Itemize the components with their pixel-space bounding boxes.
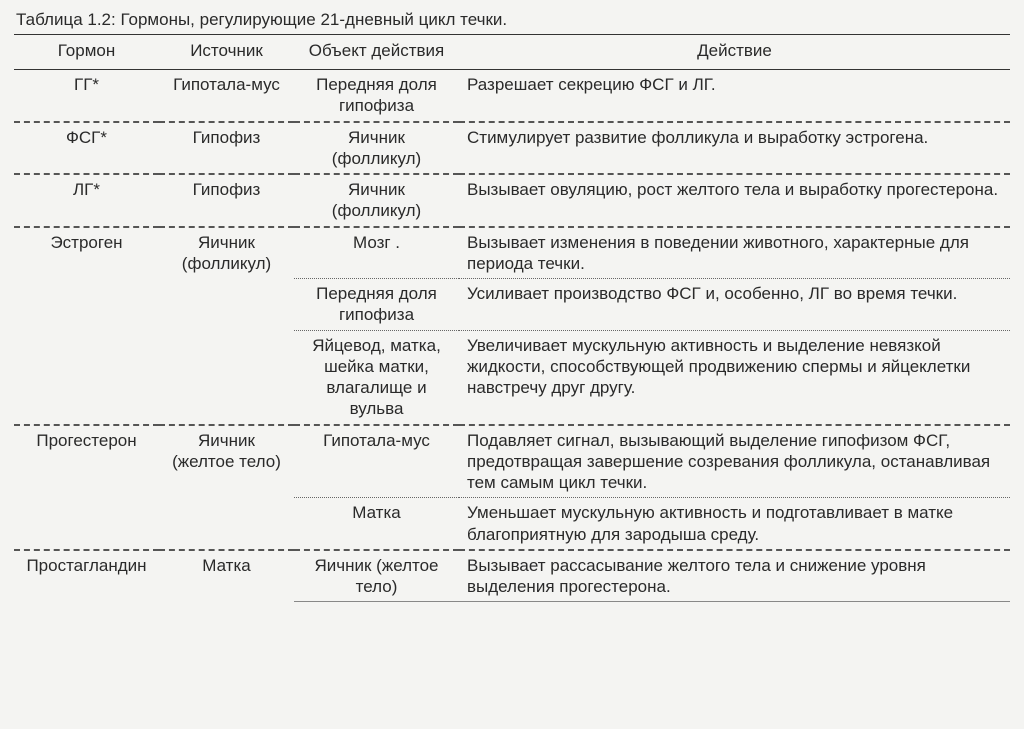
col-action: Действие [459, 35, 1010, 70]
cell-target: Яйцевод, матка, шейка матки, влагалище и… [294, 330, 459, 424]
cell-hormone: ЛГ* [14, 174, 159, 226]
cell-source: Гипотала-мус [159, 70, 294, 121]
cell-target: Яичник (фолликул) [294, 174, 459, 226]
table-row: ЛГ* Гипофиз Яичник (фолликул) Вызывает о… [14, 174, 1010, 226]
table-row: ГГ* Гипотала-мус Передняя доля гипофиза … [14, 70, 1010, 121]
cell-source: Яичник (фолликул) [159, 227, 294, 424]
cell-action: Разрешает секрецию ФСГ и ЛГ. [459, 70, 1010, 121]
col-source: Источник [159, 35, 294, 70]
table-row: Прогестерон Яичник (желтое тело) Гипотал… [14, 425, 1010, 498]
header-row: Гормон Источник Объект действия Действие [14, 35, 1010, 70]
cell-hormone: Прогестерон [14, 425, 159, 549]
cell-target: Передняя доля гипофиза [294, 279, 459, 330]
table-row: Простагландин Матка Яичник (желтое тело)… [14, 550, 1010, 602]
table-row: Эстроген Яичник (фолликул) Мозг . Вызыва… [14, 227, 1010, 279]
cell-action: Вызывает овуляцию, рост желтого тела и в… [459, 174, 1010, 226]
hormone-table: Гормон Источник Объект действия Действие… [14, 35, 1010, 602]
cell-action: Вызывает изменения в поведении животного… [459, 227, 1010, 279]
cell-target: Яичник (фолликул) [294, 122, 459, 174]
cell-hormone: ГГ* [14, 70, 159, 121]
cell-action: Подавляет сигнал, вызывающий выделение г… [459, 425, 1010, 498]
cell-target: Мозг . [294, 227, 459, 279]
cell-action: Вызывает рассасывание желтого тела и сни… [459, 550, 1010, 602]
table-caption: Таблица 1.2: Гормоны, регулирующие 21-дн… [14, 8, 1010, 35]
cell-action: Стимулирует развитие фолликула и выработ… [459, 122, 1010, 174]
page: Таблица 1.2: Гормоны, регулирующие 21-дн… [0, 0, 1024, 616]
cell-source: Матка [159, 550, 294, 602]
cell-source: Яичник (желтое тело) [159, 425, 294, 549]
col-hormone: Гормон [14, 35, 159, 70]
cell-action: Уменьшает мускульную активность и подгот… [459, 498, 1010, 549]
table-row: ФСГ* Гипофиз Яичник (фолликул) Стимулиру… [14, 122, 1010, 174]
cell-target: Гипотала-мус [294, 425, 459, 498]
cell-hormone: Простагландин [14, 550, 159, 602]
cell-target: Яичник (желтое тело) [294, 550, 459, 602]
col-target: Объект действия [294, 35, 459, 70]
cell-action: Усиливает производство ФСГ и, особенно, … [459, 279, 1010, 330]
cell-hormone: Эстроген [14, 227, 159, 424]
cell-target: Передняя доля гипофиза [294, 70, 459, 121]
cell-source: Гипофиз [159, 174, 294, 226]
cell-hormone: ФСГ* [14, 122, 159, 174]
cell-target: Матка [294, 498, 459, 549]
cell-source: Гипофиз [159, 122, 294, 174]
cell-action: Увеличивает мускульную активность и выде… [459, 330, 1010, 424]
